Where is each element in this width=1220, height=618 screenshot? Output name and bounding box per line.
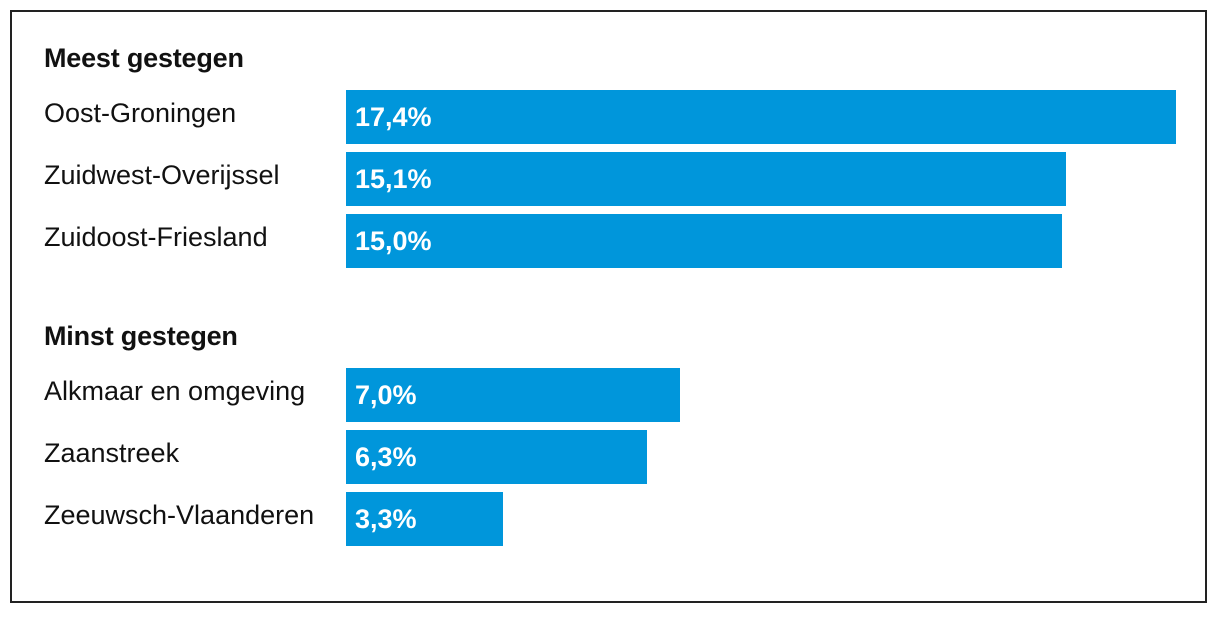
bar: 7,0% xyxy=(346,368,680,422)
bar-row: Alkmaar en omgeving 7,0% xyxy=(0,368,1220,422)
bar: 17,4% xyxy=(346,90,1176,144)
bar: 15,0% xyxy=(346,214,1062,268)
bar-value-label: 17,4% xyxy=(355,102,432,132)
bar-category-label: Zuidoost-Friesland xyxy=(44,222,268,252)
bar-row: Oost-Groningen 17,4% xyxy=(0,90,1220,144)
bar-category-label: Alkmaar en omgeving xyxy=(44,376,306,406)
bar-category-label: Zeeuwsch-Vlaanderen xyxy=(44,500,315,530)
bar-category-label: Zaanstreek xyxy=(44,438,180,468)
bar-row: Zeeuwsch-Vlaanderen 3,3% xyxy=(0,492,1220,546)
bar: 6,3% xyxy=(346,430,647,484)
chart-frame xyxy=(10,10,1207,603)
bar-value-label: 6,3% xyxy=(355,442,417,472)
bar: 3,3% xyxy=(346,492,503,546)
bar: 15,1% xyxy=(346,152,1066,206)
bar-value-label: 3,3% xyxy=(355,504,417,534)
bar-row: Zaanstreek 6,3% xyxy=(0,430,1220,484)
section-title-meest-gestegen: Meest gestegen xyxy=(44,43,244,73)
bar-row: Zuidwest-Overijssel 15,1% xyxy=(0,152,1220,206)
bar-category-label: Oost-Groningen xyxy=(44,98,237,128)
bar-value-label: 7,0% xyxy=(355,380,417,410)
bar-value-label: 15,1% xyxy=(355,164,432,194)
bar-category-label: Zuidwest-Overijssel xyxy=(44,160,280,190)
bar-value-label: 15,0% xyxy=(355,226,432,256)
bar-row: Zuidoost-Friesland 15,0% xyxy=(0,214,1220,268)
section-title-minst-gestegen: Minst gestegen xyxy=(44,321,238,351)
